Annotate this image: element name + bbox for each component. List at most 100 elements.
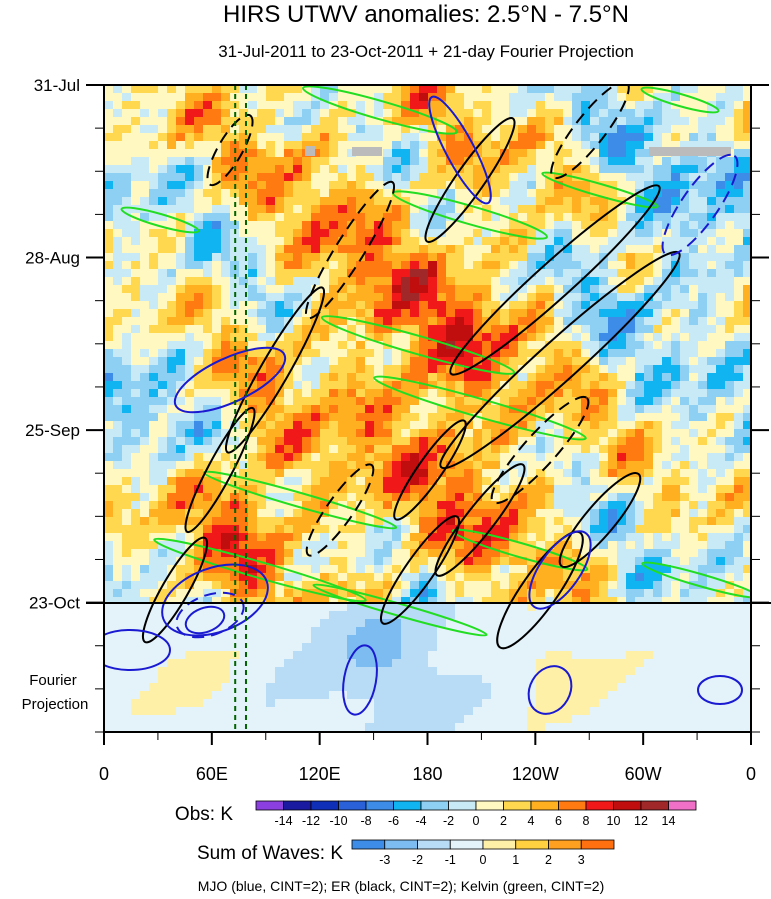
obs-cell xyxy=(545,101,555,110)
projection-cell xyxy=(302,635,312,644)
obs-cell xyxy=(410,141,420,150)
obs-cell xyxy=(392,597,402,603)
obs-cell xyxy=(185,117,195,126)
chart-subtitle: 31-Jul-2011 to 23-Oct-2011 + 21-day Four… xyxy=(218,42,634,61)
obs-cell xyxy=(563,413,573,422)
obs-cell xyxy=(266,213,276,222)
obs-cell xyxy=(383,365,393,374)
obs-cell xyxy=(491,293,501,302)
projection-cell xyxy=(347,619,357,628)
obs-cell xyxy=(194,237,204,246)
obs-cell xyxy=(239,453,249,462)
projection-cell xyxy=(302,619,312,628)
obs-cell xyxy=(347,165,357,174)
obs-cell xyxy=(401,549,411,558)
obs-cell xyxy=(482,245,492,254)
obs-cell xyxy=(437,237,447,246)
obs-cell xyxy=(464,525,474,534)
obs-cell xyxy=(428,413,438,422)
obs-cell xyxy=(311,325,321,334)
obs-cell xyxy=(257,125,267,134)
obs-cell xyxy=(347,573,357,582)
obs-cell xyxy=(716,245,726,254)
obs-cell xyxy=(221,253,231,262)
obs-cell xyxy=(626,365,636,374)
obs-cell xyxy=(131,453,141,462)
obs-cell xyxy=(536,85,546,94)
projection-cell xyxy=(266,603,276,612)
obs-cell xyxy=(662,221,672,230)
obs-cell xyxy=(131,573,141,582)
obs-cell xyxy=(599,397,609,406)
obs-cell xyxy=(194,125,204,134)
obs-cell xyxy=(464,141,474,150)
obs-cell xyxy=(716,493,726,502)
obs-cell xyxy=(572,493,582,502)
obs-cell xyxy=(491,261,501,270)
obs-cell xyxy=(554,333,564,342)
obs-cell xyxy=(455,325,465,334)
projection-cell xyxy=(590,627,600,636)
obs-cell xyxy=(536,477,546,486)
obs-cell xyxy=(644,165,654,174)
obs-cell xyxy=(149,581,159,590)
obs-cell xyxy=(257,165,267,174)
obs-cell xyxy=(410,317,420,326)
obs-cell xyxy=(392,509,402,518)
obs-cell xyxy=(428,261,438,270)
obs-cell xyxy=(149,317,159,326)
obs-cell xyxy=(410,101,420,110)
obs-cell xyxy=(266,597,276,603)
obs-cell xyxy=(320,109,330,118)
obs-cell xyxy=(356,125,366,134)
obs-cell xyxy=(248,493,258,502)
obs-cell xyxy=(464,237,474,246)
obs-cell xyxy=(347,429,357,438)
obs-cell xyxy=(419,109,429,118)
obs-cell xyxy=(392,469,402,478)
projection-cell xyxy=(635,611,645,620)
obs-cell xyxy=(653,573,663,582)
obs-cell xyxy=(401,325,411,334)
obs-cell xyxy=(437,133,447,142)
obs-cell xyxy=(626,341,636,350)
obs-cell xyxy=(239,141,249,150)
obs-cell xyxy=(662,469,672,478)
obs-cell xyxy=(599,365,609,374)
obs-cell xyxy=(176,437,186,446)
obs-cell xyxy=(482,501,492,510)
obs-cell xyxy=(320,349,330,358)
obs-cell xyxy=(194,557,204,566)
obs-cell xyxy=(230,269,240,278)
obs-cell xyxy=(464,109,474,118)
obs-cell xyxy=(131,277,141,286)
obs-cell xyxy=(599,517,609,526)
obs-cell xyxy=(581,325,591,334)
obs-cell xyxy=(536,181,546,190)
obs-cell xyxy=(266,189,276,198)
obs-cell xyxy=(599,421,609,430)
obs-cell xyxy=(707,509,717,518)
obs-cell xyxy=(725,189,735,198)
obs-cell xyxy=(680,525,690,534)
obs-cell xyxy=(356,557,366,566)
obs-cell xyxy=(374,333,384,342)
obs-cell xyxy=(455,541,465,550)
obs-cell xyxy=(608,541,618,550)
obs-cell xyxy=(671,445,681,454)
obs-cell xyxy=(464,85,474,94)
obs-cell xyxy=(428,333,438,342)
projection-cell xyxy=(473,619,483,628)
obs-cell xyxy=(644,141,654,150)
obs-cell xyxy=(122,317,132,326)
obs-cell xyxy=(707,477,717,486)
obs-cell xyxy=(743,397,751,406)
obs-cell xyxy=(563,581,573,590)
obs-cell xyxy=(113,221,123,230)
obs-cell xyxy=(455,269,465,278)
obs-cell xyxy=(275,405,285,414)
obs-cell xyxy=(248,325,258,334)
obs-cell xyxy=(176,213,186,222)
projection-cell xyxy=(644,603,654,612)
obs-cell xyxy=(698,365,708,374)
